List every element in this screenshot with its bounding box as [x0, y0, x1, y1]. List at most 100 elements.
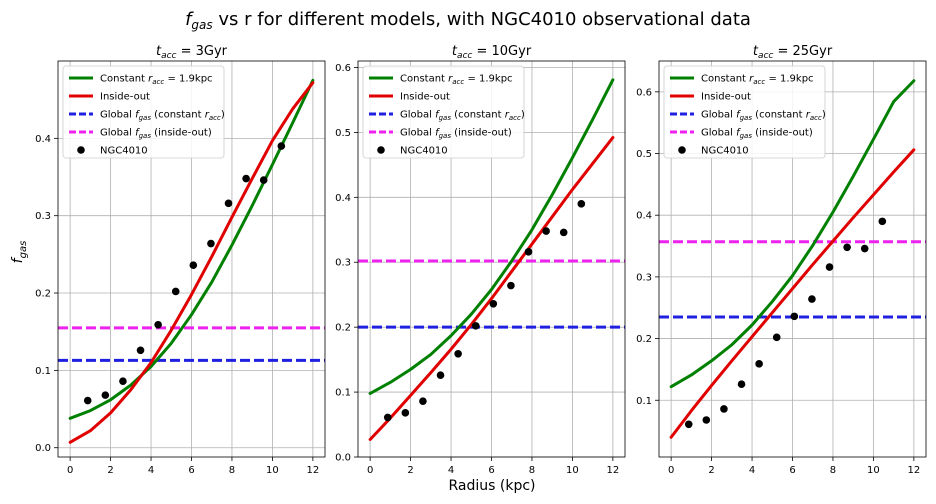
data-point — [101, 391, 110, 399]
legend-item-global-inside-out: Global fgas (inside-out) — [369, 128, 512, 141]
data-point — [790, 312, 799, 321]
series-line-constant — [68, 78, 315, 420]
data-point — [825, 263, 834, 271]
plot-area — [659, 79, 926, 439]
data-point — [277, 142, 286, 150]
data-point — [577, 200, 586, 208]
legend-label: Constant racc = 1.9kpc — [701, 74, 814, 87]
legend-item-global-inside-out: Global fgas (inside-out) — [69, 128, 212, 141]
x-tick-label: 12 — [907, 465, 920, 476]
x-tick-label: 2 — [708, 465, 714, 476]
data-point — [259, 176, 268, 184]
x-tick-label: 12 — [606, 465, 619, 476]
legend-label: Global fgas (constant racc) — [400, 110, 525, 123]
data-point — [808, 295, 816, 303]
y-axis-label: fgas — [10, 241, 29, 264]
legend-box — [62, 65, 225, 159]
y-tick-label: 0.0 — [335, 453, 351, 464]
data-point — [471, 322, 480, 330]
legend-label: Inside-out — [400, 92, 450, 103]
y-tick-label: 0.4 — [35, 134, 51, 145]
y-tick-label: 0.5 — [636, 149, 652, 160]
x-tick-label: 0 — [668, 465, 674, 476]
panel-title: tacc = 3Gyr — [156, 44, 228, 61]
y-tick-label: 0.0 — [35, 443, 51, 454]
data-point — [542, 227, 550, 235]
legend-item-observed: NGC4010 — [678, 146, 749, 157]
data-point — [136, 346, 145, 355]
legend-label: NGC4010 — [701, 146, 749, 157]
chart-panel-1: 0 2 4 6 8 10 12 0.0 0.1 0.2 0.3 0.4 tacc = 3Gyr Const… — [35, 44, 326, 476]
x-tick-label: 10 — [266, 465, 279, 476]
data-point — [720, 405, 728, 413]
x-tick-label: 4 — [749, 465, 755, 476]
figure-title-var: f — [185, 9, 194, 30]
legend-box — [362, 65, 525, 159]
x-tick-label: 4 — [148, 465, 154, 476]
data-point — [419, 397, 427, 405]
y-tick-label: 0.4 — [636, 211, 652, 222]
panel-title: tacc = 10Gyr — [452, 44, 532, 61]
legend-label: NGC4010 — [400, 146, 448, 157]
x-tick-label: 6 — [488, 465, 494, 476]
x-tick-label: 8 — [529, 465, 535, 476]
x-tick-label: 0 — [367, 465, 373, 476]
series-line-inside_out — [368, 136, 615, 441]
y-axis-label-sub: gas — [18, 241, 29, 259]
legend-label: Global fgas (constant racc) — [701, 110, 826, 123]
legend-swatch — [77, 146, 85, 154]
x-tick-label: 8 — [229, 465, 235, 476]
y-tick-label: 0.4 — [335, 193, 351, 204]
legend: Constant racc = 1.9kpc Inside-out Global f… — [663, 65, 826, 159]
y-tick-label: 0.2 — [636, 334, 652, 345]
plot-area — [58, 78, 325, 444]
legend-item-observed: NGC4010 — [77, 146, 148, 157]
legend-item-constant: Constant racc = 1.9kpc — [69, 74, 213, 86]
data-point — [383, 413, 392, 422]
x-tick-label: 8 — [830, 465, 836, 476]
data-point — [524, 248, 533, 256]
legend-label: Global fgas (constant racc) — [100, 110, 225, 123]
legend: Constant racc = 1.9kpc Inside-out Global f… — [62, 65, 225, 159]
legend-item-global-constant: Global fgas (constant racc) — [670, 110, 826, 123]
legend-item-global-constant: Global fgas (constant racc) — [369, 110, 525, 123]
chart-panel-3: 0 2 4 6 8 10 12 0.1 0.2 0.3 0.4 0.5 0.6 tacc = 25Gyr C… — [636, 44, 927, 476]
data-point — [207, 239, 215, 248]
legend-label: Global fgas (inside-out) — [100, 128, 212, 141]
y-axis-label-var: f — [10, 256, 26, 263]
data-point — [489, 299, 498, 308]
data-point — [559, 228, 568, 237]
legend-item-inside-out: Inside-out — [369, 92, 450, 103]
legend-item-constant: Constant racc = 1.9kpc — [369, 74, 513, 86]
legend-swatch — [678, 146, 686, 154]
series-line-constant — [368, 78, 615, 395]
y-tick-label: 0.2 — [335, 323, 351, 334]
plot-area — [358, 78, 625, 441]
panels: 0 2 4 6 8 10 12 0.0 0.1 0.2 0.3 0.4 tacc = 3Gyr Const… — [35, 44, 927, 476]
data-point — [878, 217, 887, 226]
x-tick-label: 0 — [67, 465, 73, 476]
legend-label: NGC4010 — [100, 146, 148, 157]
y-tick-label: 0.1 — [335, 388, 351, 399]
y-tick-label: 0.5 — [335, 128, 351, 139]
legend-item-global-constant: Global fgas (constant racc) — [69, 110, 225, 123]
data-point — [119, 377, 127, 386]
data-point — [454, 349, 462, 358]
y-tick-label: 0.3 — [335, 258, 351, 269]
legend-label: Inside-out — [701, 92, 751, 103]
legend-label: Global fgas (inside-out) — [400, 128, 512, 141]
y-tick-label: 0.6 — [335, 63, 351, 74]
x-tick-label: 4 — [448, 465, 454, 476]
legend: Constant racc = 1.9kpc Inside-out Global f… — [362, 65, 525, 159]
x-tick-label: 10 — [867, 465, 880, 476]
legend-item-global-inside-out: Global fgas (inside-out) — [670, 128, 813, 140]
legend-label: Inside-out — [100, 92, 150, 103]
y-tick-label: 0.1 — [35, 366, 51, 377]
data-point — [154, 320, 162, 329]
y-tick-label: 0.1 — [636, 396, 652, 407]
y-tick-label: 0.2 — [35, 289, 51, 300]
legend-swatch — [377, 146, 385, 154]
x-axis-label: Radius (kpc) — [448, 478, 535, 494]
x-tick-label: 10 — [566, 465, 579, 476]
y-tick-label: 0.6 — [636, 87, 652, 98]
